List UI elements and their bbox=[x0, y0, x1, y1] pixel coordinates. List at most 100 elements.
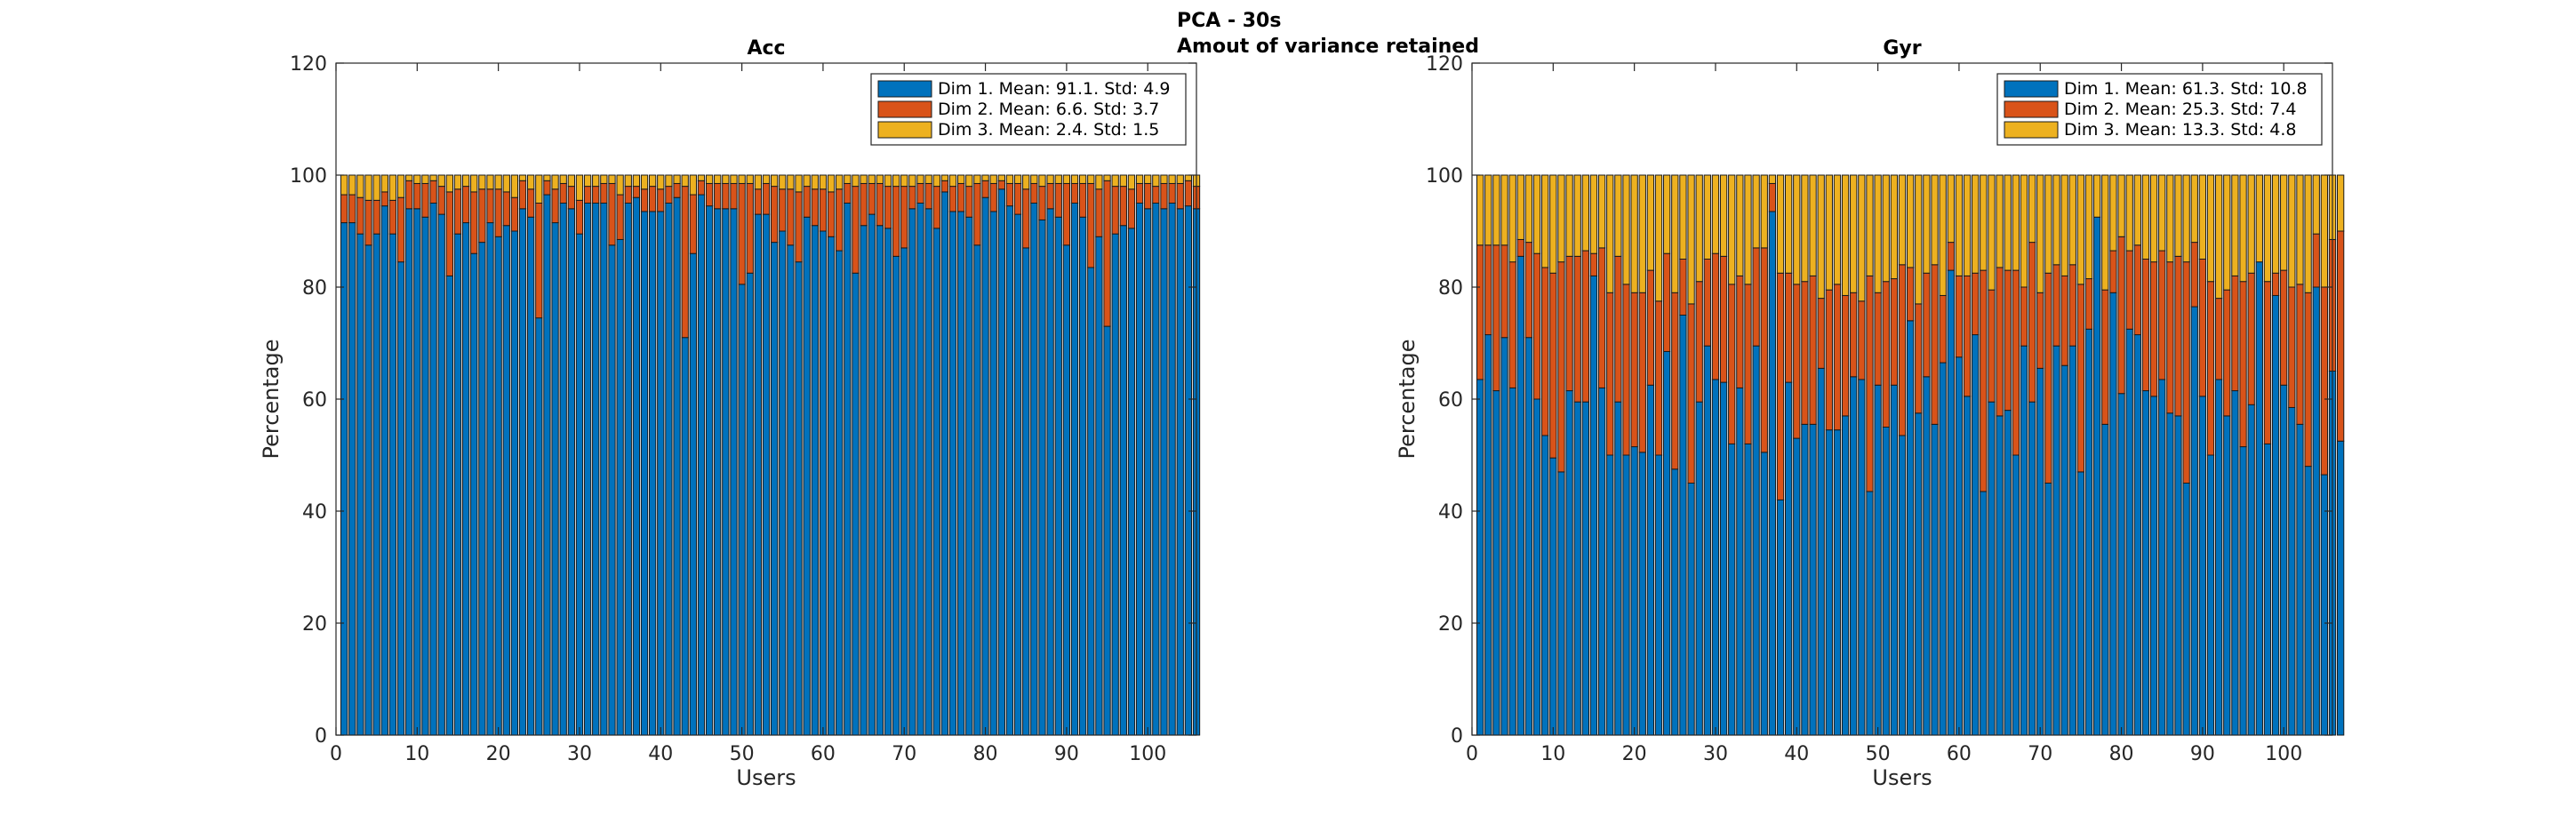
acc-chart-title: Acc bbox=[747, 37, 785, 60]
bar-user-25-dim-2 bbox=[1671, 292, 1679, 470]
acc-y-axis-label: Percentage bbox=[259, 339, 284, 459]
bar-user-20-dim-2 bbox=[1630, 292, 1638, 448]
bar-user-101-dim-1 bbox=[2288, 406, 2296, 736]
y-tick-label: 0 bbox=[315, 725, 327, 748]
bar-user-100-dim-1 bbox=[2280, 384, 2288, 736]
bar-user-81-dim-3 bbox=[989, 174, 997, 184]
bar-user-36-dim-1 bbox=[624, 203, 632, 736]
bar-user-24-dim-1 bbox=[527, 216, 535, 736]
bar-user-77-dim-3 bbox=[2093, 174, 2101, 218]
bar-user-91-dim-1 bbox=[2206, 454, 2215, 736]
bar-user-102-dim-2 bbox=[1160, 182, 1168, 210]
bar-user-16-dim-1 bbox=[1597, 387, 1606, 736]
bar-user-61-dim-1 bbox=[827, 236, 836, 736]
bar-user-14-dim-3 bbox=[445, 174, 454, 193]
y-tick-label: 100 bbox=[290, 165, 327, 188]
bar-user-27-dim-2 bbox=[551, 188, 559, 224]
bar-user-63-dim-2 bbox=[844, 182, 852, 204]
bar-user-49-dim-3 bbox=[730, 174, 738, 184]
bar-user-44-dim-2 bbox=[689, 194, 697, 254]
x-tick-label: 70 bbox=[2028, 743, 2052, 765]
bar-user-33-dim-3 bbox=[1736, 174, 1744, 276]
bar-user-47-dim-1 bbox=[714, 208, 722, 736]
bar-user-39-dim-1 bbox=[648, 211, 657, 736]
bar-user-3-dim-2 bbox=[356, 196, 364, 235]
bar-user-10-dim-2 bbox=[413, 182, 421, 210]
bar-user-53-dim-2 bbox=[762, 182, 771, 215]
bar-user-99-dim-1 bbox=[1135, 203, 1144, 736]
bar-user-75-dim-1 bbox=[2076, 471, 2085, 736]
bar-user-100-dim-3 bbox=[2280, 174, 2288, 271]
bar-user-105-dim-2 bbox=[2320, 286, 2329, 476]
bar-user-44-dim-3 bbox=[1825, 174, 1833, 291]
bar-user-28-dim-1 bbox=[559, 203, 567, 736]
bar-user-60-dim-3 bbox=[819, 174, 828, 190]
bar-user-38-dim-1 bbox=[640, 211, 649, 736]
bar-user-56-dim-3 bbox=[1923, 174, 1931, 274]
bar-user-96-dim-3 bbox=[2247, 174, 2255, 274]
bar-user-9-dim-1 bbox=[405, 208, 413, 736]
bar-user-102-dim-3 bbox=[2296, 174, 2304, 285]
bar-user-95-dim-3 bbox=[1103, 174, 1111, 181]
bar-user-2-dim-3 bbox=[1484, 174, 1492, 246]
bar-user-9-dim-2 bbox=[1541, 267, 1549, 436]
bar-user-79-dim-2 bbox=[2109, 250, 2117, 293]
bar-user-40-dim-2 bbox=[657, 188, 665, 212]
bar-user-72-dim-2 bbox=[916, 182, 924, 204]
bar-user-70-dim-2 bbox=[2036, 292, 2044, 369]
bar-user-77-dim-1 bbox=[2093, 216, 2101, 736]
bar-user-17-dim-2 bbox=[470, 191, 478, 254]
legend-swatch-dim-1 bbox=[877, 80, 932, 98]
bar-user-66-dim-3 bbox=[868, 174, 876, 184]
bar-user-2-dim-1 bbox=[1484, 334, 1492, 736]
bar-user-94-dim-3 bbox=[1095, 174, 1103, 190]
bar-user-12-dim-1 bbox=[1565, 390, 1573, 736]
bar-user-76-dim-2 bbox=[2084, 278, 2093, 330]
bar-user-50-dim-2 bbox=[1874, 292, 1882, 386]
bar-user-14-dim-2 bbox=[445, 191, 454, 276]
bar-user-84-dim-3 bbox=[1013, 174, 1022, 184]
bar-user-35-dim-3 bbox=[1752, 174, 1760, 249]
bar-user-61-dim-3 bbox=[1963, 174, 1972, 276]
bar-user-80-dim-3 bbox=[981, 174, 989, 181]
y-tick-label: 20 bbox=[302, 613, 327, 636]
y-tick-label: 20 bbox=[1438, 613, 1463, 636]
bar-user-10-dim-1 bbox=[1549, 457, 1557, 736]
bar-user-97-dim-2 bbox=[1119, 186, 1127, 227]
bar-user-21-dim-2 bbox=[502, 191, 510, 227]
bar-user-15-dim-2 bbox=[1589, 252, 1598, 276]
bar-user-22-dim-1 bbox=[510, 230, 519, 736]
x-tick-label: 30 bbox=[567, 743, 592, 765]
x-tick-label: 70 bbox=[892, 743, 916, 765]
bar-user-57-dim-2 bbox=[1931, 264, 1939, 425]
bar-user-82-dim-2 bbox=[2133, 244, 2141, 336]
bar-user-33-dim-1 bbox=[1736, 387, 1744, 736]
bar-user-17-dim-2 bbox=[1606, 292, 1614, 456]
bar-user-48-dim-3 bbox=[722, 174, 730, 184]
x-tick-label: 10 bbox=[1540, 743, 1565, 765]
legend-label-dim-1: Dim 1. Mean: 61.3. Std: 10.8 bbox=[2064, 79, 2308, 99]
bar-user-45-dim-1 bbox=[1833, 429, 1842, 736]
bar-user-17-dim-1 bbox=[470, 252, 478, 736]
bar-user-85-dim-2 bbox=[2158, 250, 2166, 380]
bar-user-89-dim-3 bbox=[1054, 174, 1062, 184]
bar-user-54-dim-1 bbox=[1906, 320, 1915, 736]
bar-user-34-dim-3 bbox=[1744, 174, 1752, 285]
bar-user-77-dim-3 bbox=[957, 174, 965, 184]
bar-user-60-dim-1 bbox=[819, 230, 828, 736]
bar-user-42-dim-1 bbox=[1809, 423, 1817, 736]
bar-user-77-dim-1 bbox=[957, 211, 965, 736]
bar-user-25-dim-1 bbox=[535, 317, 543, 736]
bar-user-100-dim-3 bbox=[1144, 174, 1152, 184]
bar-user-87-dim-3 bbox=[2174, 174, 2182, 257]
bar-user-73-dim-1 bbox=[2060, 364, 2068, 736]
legend-label-dim-3: Dim 3. Mean: 2.4. Std: 1.5 bbox=[938, 120, 1159, 140]
bar-user-105-dim-3 bbox=[2320, 174, 2329, 288]
bar-user-22-dim-2 bbox=[1646, 269, 1655, 386]
bar-user-21-dim-1 bbox=[502, 225, 510, 736]
bar-user-59-dim-3 bbox=[811, 174, 819, 190]
bar-user-49-dim-1 bbox=[1866, 491, 1874, 736]
bar-user-88-dim-1 bbox=[2182, 483, 2190, 736]
bar-user-92-dim-1 bbox=[1078, 216, 1087, 736]
bar-user-55-dim-3 bbox=[1915, 174, 1923, 305]
